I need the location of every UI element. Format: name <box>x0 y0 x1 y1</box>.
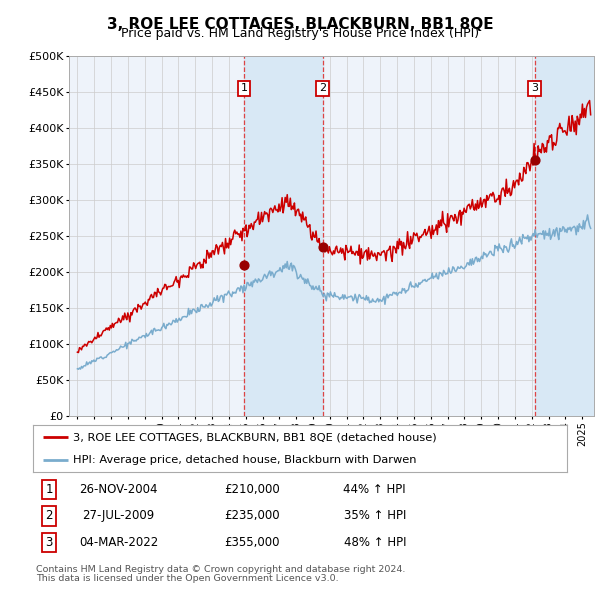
Point <box>318 242 328 251</box>
Text: 3: 3 <box>531 83 538 93</box>
Text: 04-MAR-2022: 04-MAR-2022 <box>79 536 158 549</box>
Text: £235,000: £235,000 <box>224 509 280 523</box>
Text: Contains HM Land Registry data © Crown copyright and database right 2024.: Contains HM Land Registry data © Crown c… <box>36 565 406 574</box>
Text: 48% ↑ HPI: 48% ↑ HPI <box>344 536 406 549</box>
Text: Price paid vs. HM Land Registry's House Price Index (HPI): Price paid vs. HM Land Registry's House … <box>121 27 479 40</box>
Text: 2: 2 <box>45 509 53 523</box>
Text: 1: 1 <box>45 483 53 496</box>
Text: 35% ↑ HPI: 35% ↑ HPI <box>344 509 406 523</box>
Text: 26-NOV-2004: 26-NOV-2004 <box>79 483 158 496</box>
Text: 2: 2 <box>319 83 326 93</box>
Text: This data is licensed under the Open Government Licence v3.0.: This data is licensed under the Open Gov… <box>36 574 338 583</box>
Point <box>239 260 249 270</box>
Text: HPI: Average price, detached house, Blackburn with Darwen: HPI: Average price, detached house, Blac… <box>73 455 416 465</box>
Text: £355,000: £355,000 <box>224 536 280 549</box>
Text: 44% ↑ HPI: 44% ↑ HPI <box>343 483 406 496</box>
Text: 3: 3 <box>46 536 53 549</box>
Bar <box>244 56 323 416</box>
Text: 3, ROE LEE COTTAGES, BLACKBURN, BB1 8QE: 3, ROE LEE COTTAGES, BLACKBURN, BB1 8QE <box>107 17 493 31</box>
Text: £210,000: £210,000 <box>224 483 280 496</box>
Point <box>530 156 539 165</box>
Bar <box>535 56 594 416</box>
Text: 3, ROE LEE COTTAGES, BLACKBURN, BB1 8QE (detached house): 3, ROE LEE COTTAGES, BLACKBURN, BB1 8QE … <box>73 432 437 442</box>
Text: 1: 1 <box>241 83 248 93</box>
Text: 27-JUL-2009: 27-JUL-2009 <box>82 509 155 523</box>
